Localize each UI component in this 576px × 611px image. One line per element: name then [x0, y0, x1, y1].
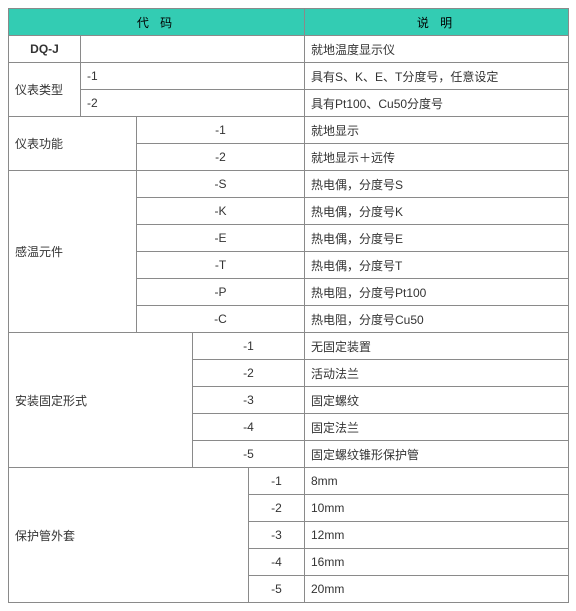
code-cell: -1	[249, 468, 305, 495]
group-label: 仪表功能	[9, 117, 137, 171]
table-row: 保护管外套 -1 8mm	[9, 468, 569, 495]
desc-cell: 无固定装置	[305, 333, 569, 360]
table-row: 仪表功能 -1 就地显示	[9, 117, 569, 144]
desc-cell: 热电阻，分度号Cu50	[305, 306, 569, 333]
code-cell: -1	[193, 333, 305, 360]
group-label: 保护管外套	[9, 468, 249, 603]
code-cell: -2	[137, 144, 305, 171]
code-cell: -T	[137, 252, 305, 279]
code-cell: -2	[81, 90, 305, 117]
code-cell: -P	[137, 279, 305, 306]
desc-cell: 热电阻，分度号Pt100	[305, 279, 569, 306]
code-cell: -E	[137, 225, 305, 252]
code-cell: -4	[193, 414, 305, 441]
desc-cell: 热电偶，分度号K	[305, 198, 569, 225]
header-desc: 说 明	[305, 9, 569, 36]
code-cell	[81, 36, 305, 63]
group-label: 安装固定形式	[9, 333, 193, 468]
spec-table: 代 码 说 明 DQ-J 就地温度显示仪 仪表类型 -1 具有S、K、E、T分度…	[8, 8, 569, 603]
desc-cell: 固定螺纹锥形保护管	[305, 441, 569, 468]
code-cell: -S	[137, 171, 305, 198]
desc-cell: 就地显示＋远传	[305, 144, 569, 171]
desc-cell: 具有S、K、E、T分度号，任意设定	[305, 63, 569, 90]
desc-cell: 热电偶，分度号E	[305, 225, 569, 252]
desc-cell: 16mm	[305, 549, 569, 576]
desc-cell: 8mm	[305, 468, 569, 495]
desc-cell: 12mm	[305, 522, 569, 549]
code-cell: -5	[249, 576, 305, 603]
desc-cell: 固定法兰	[305, 414, 569, 441]
desc-cell: 热电偶，分度号T	[305, 252, 569, 279]
code-cell: -C	[137, 306, 305, 333]
table-row: DQ-J 就地温度显示仪	[9, 36, 569, 63]
table-row: 感温元件 -S 热电偶，分度号S	[9, 171, 569, 198]
code-cell: -3	[249, 522, 305, 549]
code-cell: -1	[81, 63, 305, 90]
row-label: DQ-J	[9, 36, 81, 63]
group-label: 仪表类型	[9, 63, 81, 117]
code-cell: -2	[249, 495, 305, 522]
code-cell: -4	[249, 549, 305, 576]
code-cell: -3	[193, 387, 305, 414]
desc-cell: 活动法兰	[305, 360, 569, 387]
desc-cell: 具有Pt100、Cu50分度号	[305, 90, 569, 117]
group-label: 感温元件	[9, 171, 137, 333]
desc-cell: 热电偶，分度号S	[305, 171, 569, 198]
code-cell: -K	[137, 198, 305, 225]
header-row: 代 码 说 明	[9, 9, 569, 36]
code-cell: -5	[193, 441, 305, 468]
desc-cell: 固定螺纹	[305, 387, 569, 414]
header-code: 代 码	[9, 9, 305, 36]
desc-cell: 就地温度显示仪	[305, 36, 569, 63]
desc-cell: 20mm	[305, 576, 569, 603]
desc-cell: 就地显示	[305, 117, 569, 144]
desc-cell: 10mm	[305, 495, 569, 522]
table-row: -2 具有Pt100、Cu50分度号	[9, 90, 569, 117]
code-cell: -1	[137, 117, 305, 144]
table-row: 安装固定形式 -1 无固定装置	[9, 333, 569, 360]
table-row: 仪表类型 -1 具有S、K、E、T分度号，任意设定	[9, 63, 569, 90]
code-cell: -2	[193, 360, 305, 387]
